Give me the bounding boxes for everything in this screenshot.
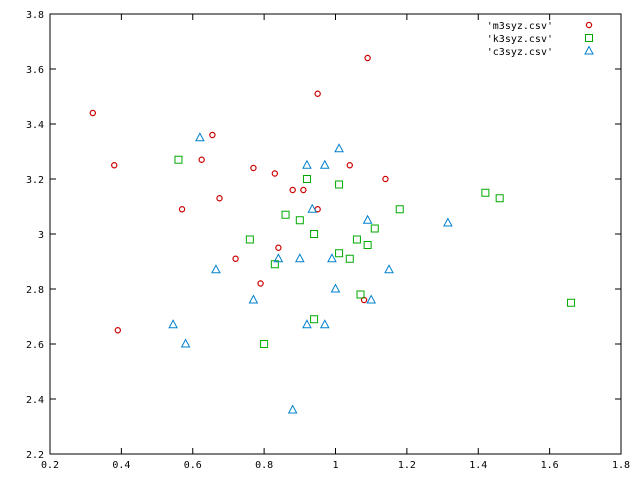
data-point-triangle (211, 264, 221, 274)
data-point-square (335, 180, 344, 189)
data-point-circle (275, 244, 282, 251)
legend: 'm3syz.csv' 'k3syz.csv' 'c3syz.csv' (487, 21, 594, 58)
data-point-square (245, 235, 254, 244)
data-point-triangle (443, 217, 453, 227)
data-point-triangle (195, 132, 205, 142)
data-point-circle (114, 327, 122, 334)
data-point-square (310, 315, 319, 324)
y-tick-label: 2.2 (26, 450, 44, 461)
data-point-circle (232, 255, 239, 262)
data-point-triangle (294, 253, 305, 263)
y-tick-label: 2.6 (26, 340, 44, 351)
data-point-circle (346, 162, 353, 169)
data-point-circle (111, 162, 118, 169)
y-tick-label: 3.4 (26, 120, 44, 131)
data-point-triangle (366, 294, 377, 304)
data-point-triangle (302, 319, 312, 329)
legend-marker-square (585, 34, 593, 42)
x-tick-label: 1.2 (398, 460, 416, 471)
data-point-circle (257, 280, 264, 287)
series-3 (168, 132, 453, 414)
data-point-circle (216, 195, 223, 202)
data-point-square (302, 175, 311, 183)
data-point-circle (314, 90, 321, 97)
data-point-square (335, 249, 344, 258)
data-point-circle (364, 54, 371, 62)
x-tick-label: 0.4 (112, 460, 130, 471)
data-point-circle (178, 206, 186, 213)
data-point-square (481, 188, 490, 197)
x-tick-label: 0.2 (41, 460, 59, 471)
data-point-triangle (248, 294, 259, 304)
x-tick-label: 1.8 (612, 460, 630, 471)
data-point-square (174, 155, 183, 164)
series-1 (89, 54, 389, 334)
data-point-square (356, 290, 365, 299)
data-point-circle (271, 170, 279, 177)
series-2 (174, 155, 576, 348)
x-tick-label: 1.6 (541, 460, 559, 471)
data-point-triangle (362, 214, 373, 224)
data-point-square (345, 254, 354, 263)
data-point-square (567, 298, 576, 307)
data-point-square (395, 205, 404, 214)
y-axis: 2.2 2.4 2.6 2.8 3 3.2 3.4 3.6 3.8 (26, 10, 621, 461)
data-point-triangle (307, 203, 318, 213)
data-point-square (363, 241, 372, 249)
data-point-circle (289, 186, 296, 194)
x-tick-label: 0.8 (255, 460, 273, 471)
legend-label: 'c3syz.csv' (487, 47, 553, 58)
data-point-square (370, 224, 379, 233)
data-point-triangle (327, 253, 337, 263)
data-point-square (295, 216, 304, 225)
data-point-circle (250, 164, 257, 172)
data-point-square (352, 235, 361, 244)
data-point-triangle (384, 264, 394, 274)
data-point-triangle (330, 283, 341, 293)
plot-frame (49, 13, 622, 455)
data-point-triangle (168, 319, 178, 329)
data-point-triangle (319, 159, 330, 169)
data-point-square (310, 230, 319, 238)
data-point-square (495, 194, 504, 203)
y-tick-label: 3 (38, 230, 44, 241)
y-tick-label: 2.4 (26, 395, 44, 406)
data-point-triangle (319, 319, 330, 329)
x-axis: 0.2 0.4 0.6 0.8 1 1.2 1.4 1.6 1.8 (41, 14, 630, 471)
data-point-circle (89, 109, 97, 117)
data-point-triangle (287, 404, 298, 414)
data-point-circle (382, 175, 389, 183)
legend-marker-triangle (584, 45, 594, 55)
data-point-circle (300, 186, 307, 194)
y-tick-label: 2.8 (26, 285, 44, 296)
data-point-circle (198, 156, 205, 163)
x-tick-label: 0.6 (184, 460, 202, 471)
legend-label: 'm3syz.csv' (487, 21, 553, 32)
data-point-triangle (180, 338, 191, 348)
data-points (89, 54, 576, 414)
x-tick-label: 1.4 (469, 460, 487, 471)
data-point-square (281, 210, 290, 219)
y-tick-label: 3.8 (26, 10, 44, 21)
data-point-circle (209, 131, 216, 139)
data-point-triangle (273, 253, 284, 263)
legend-label: 'k3syz.csv' (487, 34, 553, 45)
legend-marker-circle (585, 21, 593, 29)
data-point-square (260, 340, 269, 348)
y-tick-label: 3.2 (26, 175, 44, 186)
data-point-triangle (302, 159, 312, 169)
x-tick-label: 1 (332, 460, 338, 471)
y-tick-label: 3.6 (26, 65, 44, 76)
data-point-triangle (334, 143, 344, 153)
